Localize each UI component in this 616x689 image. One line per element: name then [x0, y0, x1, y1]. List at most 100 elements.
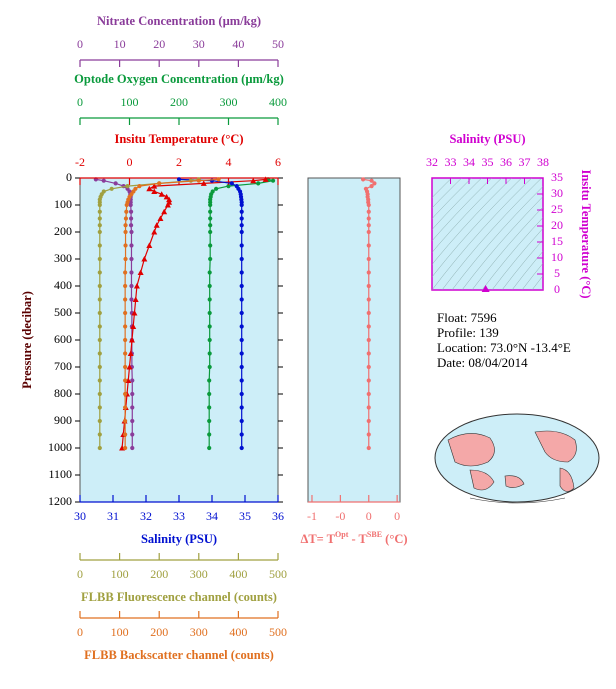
data-point — [125, 184, 130, 189]
x-tick-label: 400 — [269, 95, 287, 109]
data-point — [366, 391, 371, 397]
data-point — [123, 297, 128, 302]
data-point — [207, 324, 212, 329]
data-point — [239, 270, 244, 275]
data-point — [123, 364, 128, 370]
data-point — [208, 223, 213, 228]
data-point — [366, 378, 371, 383]
data-point — [239, 418, 244, 424]
y-tick-label: 15 — [551, 234, 563, 248]
data-point — [123, 378, 128, 383]
data-point — [366, 256, 371, 262]
y-tick-label: 900 — [54, 413, 72, 427]
data-point — [208, 216, 213, 221]
x-tick-label: 100 — [111, 567, 129, 581]
data-point — [137, 184, 142, 189]
data-point — [157, 181, 162, 186]
data-point — [256, 181, 261, 186]
y-tick-label: 1100 — [48, 467, 72, 481]
data-point — [207, 405, 212, 410]
density-contour — [432, 178, 452, 198]
x-tick-label: 35 — [482, 155, 494, 169]
data-point — [123, 351, 128, 356]
y-tick-label: 0 — [66, 170, 72, 184]
x-tick-label: 0 — [366, 509, 372, 523]
x-tick-label: 0 — [77, 625, 83, 639]
data-point — [207, 351, 212, 356]
data-point — [97, 378, 102, 383]
data-point — [97, 364, 102, 370]
data-point — [207, 445, 212, 451]
data-point — [123, 223, 128, 228]
data-point — [130, 391, 135, 397]
data-point — [129, 283, 134, 289]
data-point — [97, 418, 102, 424]
x-tick-label: 31 — [107, 509, 119, 523]
data-point — [123, 256, 128, 262]
data-point — [130, 432, 135, 437]
x-tick-label: 0 — [77, 567, 83, 581]
x-tick-label: 300 — [190, 567, 208, 581]
axis-title: ΔT= TOpt - TSBE (°C) — [300, 530, 407, 546]
data-point — [176, 177, 182, 182]
data-point — [366, 310, 371, 316]
axis-title: Optode Oxygen Concentration (µm/kg) — [74, 72, 284, 86]
data-point — [360, 177, 366, 182]
data-point — [137, 269, 144, 275]
plot-background — [307, 177, 401, 503]
data-point — [97, 216, 102, 221]
y-tick-label: 700 — [54, 359, 72, 373]
y-tick-label: 200 — [54, 224, 72, 238]
y-tick-label: 20 — [551, 218, 563, 232]
data-point — [366, 270, 371, 275]
info-line: Location: 73.0°N -13.4°E — [437, 340, 571, 355]
data-point — [97, 337, 102, 343]
x-tick-label: -1 — [307, 509, 317, 523]
data-point — [229, 181, 234, 186]
data-point — [207, 337, 212, 343]
data-point — [239, 445, 244, 451]
y-tick-label: 100 — [54, 197, 72, 211]
x-tick-label: 0 — [77, 95, 83, 109]
data-point — [366, 202, 371, 208]
axis-title: FLBB Backscatter channel (counts) — [84, 648, 274, 662]
y-tick-label: 400 — [54, 278, 72, 292]
axis-title-part: SBE — [367, 530, 382, 539]
data-point — [130, 378, 135, 383]
y-axis-title: Insitu Temperature (°C) — [579, 169, 593, 298]
data-point — [123, 418, 128, 424]
data-point — [97, 209, 102, 214]
data-point — [207, 391, 212, 397]
axis-title-part: - T — [348, 532, 367, 546]
data-point — [207, 378, 212, 383]
data-point — [239, 351, 244, 356]
axis-title-part: (°C) — [382, 532, 407, 546]
data-point — [208, 229, 213, 235]
plot-background — [79, 177, 279, 503]
data-point — [97, 256, 102, 262]
x-tick-label: 34 — [463, 155, 475, 169]
x-tick-label: 30 — [74, 509, 86, 523]
data-point — [123, 445, 128, 451]
y-tick-label: 600 — [54, 332, 72, 346]
axis-title: Salinity (PSU) — [141, 532, 217, 546]
data-point — [131, 310, 138, 316]
density-contour — [432, 178, 462, 209]
x-tick-label: -2 — [75, 155, 85, 169]
data-point — [366, 351, 371, 356]
data-point — [239, 337, 244, 343]
data-point — [161, 208, 168, 215]
data-point — [239, 229, 244, 235]
data-point — [141, 256, 148, 262]
data-point — [128, 223, 134, 228]
x-tick-label: 36 — [272, 509, 284, 523]
x-tick-label: 34 — [206, 509, 218, 523]
density-contour — [432, 178, 472, 219]
x-tick-label: 35 — [239, 509, 251, 523]
data-point — [158, 191, 165, 197]
data-point — [207, 310, 212, 316]
data-point — [130, 418, 135, 424]
data-point — [97, 351, 102, 356]
data-point — [270, 178, 276, 183]
x-tick-label: 100 — [121, 95, 139, 109]
